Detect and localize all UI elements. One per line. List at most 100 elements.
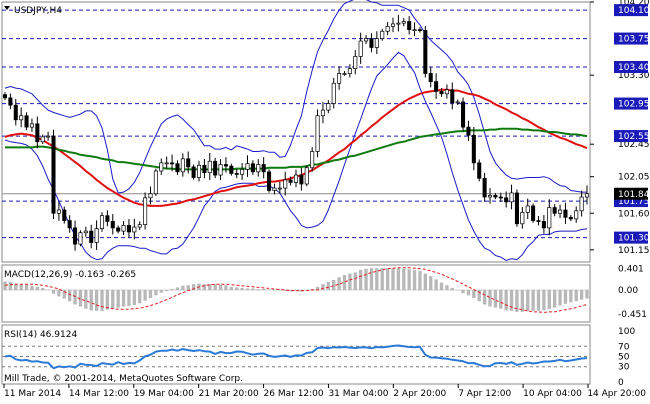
candle-body [56,209,61,214]
candle-body [310,151,315,169]
rsi-tick-label: 70 [618,342,630,352]
time-axis: 11 Mar 2014 14 Mar 12:00 19 Mar 04:00 21 Ma… [3,384,646,399]
macd-histogram-bar [450,287,454,291]
candle-body [434,81,439,92]
candle-body [67,220,72,229]
macd-histogram-bar [466,290,471,296]
candle-body [568,216,573,220]
macd-histogram-bar [391,268,395,291]
time-tick-label: 2 Apr 20:00 [393,389,446,399]
macd-histogram-bar [332,279,336,291]
candle-body [498,196,503,199]
candle-body [461,101,466,128]
macd-histogram-bar [159,290,163,293]
macd-histogram-bar [574,290,578,302]
macd-panel-frame [1,264,591,323]
candle-body [584,193,590,198]
macd-histogram-bar [202,284,207,291]
macd-histogram-bar [439,282,444,291]
candle-body [272,187,277,191]
macd-histogram-bar [342,275,347,291]
macd-histogram-bar [116,290,120,308]
candle-body [234,173,239,175]
macd-tick-label: 0.00 [618,286,638,296]
candle-body [256,164,261,173]
candle-body [412,29,417,31]
macd-histogram-bar [504,290,508,311]
macd-panel [2,267,590,313]
macd-histogram-bar [170,288,174,291]
candle-body [444,89,449,95]
price-tick-label: 103.30 [618,71,650,81]
candle-body [353,56,358,69]
candle-body [175,163,180,173]
macd-histogram-bar [111,290,115,309]
candle-body [240,169,245,175]
macd-histogram-bar [353,272,357,291]
macd-histogram-bar [3,281,7,291]
macd-histogram-bar [429,276,433,291]
macd-histogram-bar [78,290,83,307]
fast-moving-average-line [4,88,588,207]
candle-body [19,115,24,121]
candle-body [121,225,126,232]
candle-body [401,21,406,24]
candle-body [326,103,331,111]
candle-body [250,163,255,173]
macd-histogram-bar [14,283,18,291]
time-tick-label: 11 Mar 2014 [4,389,61,399]
macd-histogram-bar [218,284,223,291]
macd-histogram-bar [208,284,212,291]
candle-body [477,162,482,179]
candle-body [390,23,396,27]
candle-body [514,192,519,225]
candle-body [196,164,202,178]
copyright-notice: Mill Trade, © 2001-2014, MetaQuotes Soft… [4,374,243,384]
macd-histogram-bar [563,290,568,304]
bollinger-upper-line [4,0,587,194]
macd-histogram-bar [461,290,465,294]
candlesticks [2,14,590,251]
candle-body [89,230,94,243]
candle-body [509,192,514,203]
macd-histogram-bar [154,290,158,296]
candle-body [13,104,18,121]
macd-histogram-bar [515,290,519,312]
collapse-triangle-icon[interactable] [4,6,10,10]
symbol-title: USDJPY,H4 [14,6,62,16]
price-tick-label: 102.05 [618,173,650,183]
candle-body [83,230,88,234]
candle-body [466,126,471,136]
candle-body [35,123,40,143]
candle-body [331,82,336,104]
candle-body [520,212,525,225]
rsi-tick-label: 30 [618,363,630,373]
level-price-label: 103.75 [618,35,650,45]
macd-tick-label: 0.401 [618,265,644,275]
level-price-label: 101.30 [618,234,650,244]
candle-body [191,166,196,178]
macd-histogram-bar [35,286,40,291]
time-tick-label: 7 Apr 12:00 [458,389,511,399]
macd-histogram-bar [62,290,66,299]
time-tick-label: 21 Mar 20:00 [199,389,259,399]
macd-histogram-bar [321,284,325,291]
price-tick-label: 104.20 [618,0,650,8]
candle-body [374,38,379,48]
macd-histogram-bar [337,277,341,291]
macd-histogram-bar [240,287,244,291]
candle-body [417,29,422,31]
macd-histogram-bar [407,269,411,291]
candle-body [304,167,309,185]
candle-body [482,177,487,198]
macd-histogram-bar [272,290,277,291]
macd-histogram-bar [267,289,271,291]
rsi-panel [2,344,590,370]
macd-histogram-bar [283,290,287,292]
rsi-tick-label: 100 [618,327,635,337]
macd-histogram-bar [526,290,530,312]
candle-body [471,134,476,164]
macd-histogram-bar [235,287,239,291]
macd-signal-line [4,267,588,313]
candle-body [78,232,83,245]
